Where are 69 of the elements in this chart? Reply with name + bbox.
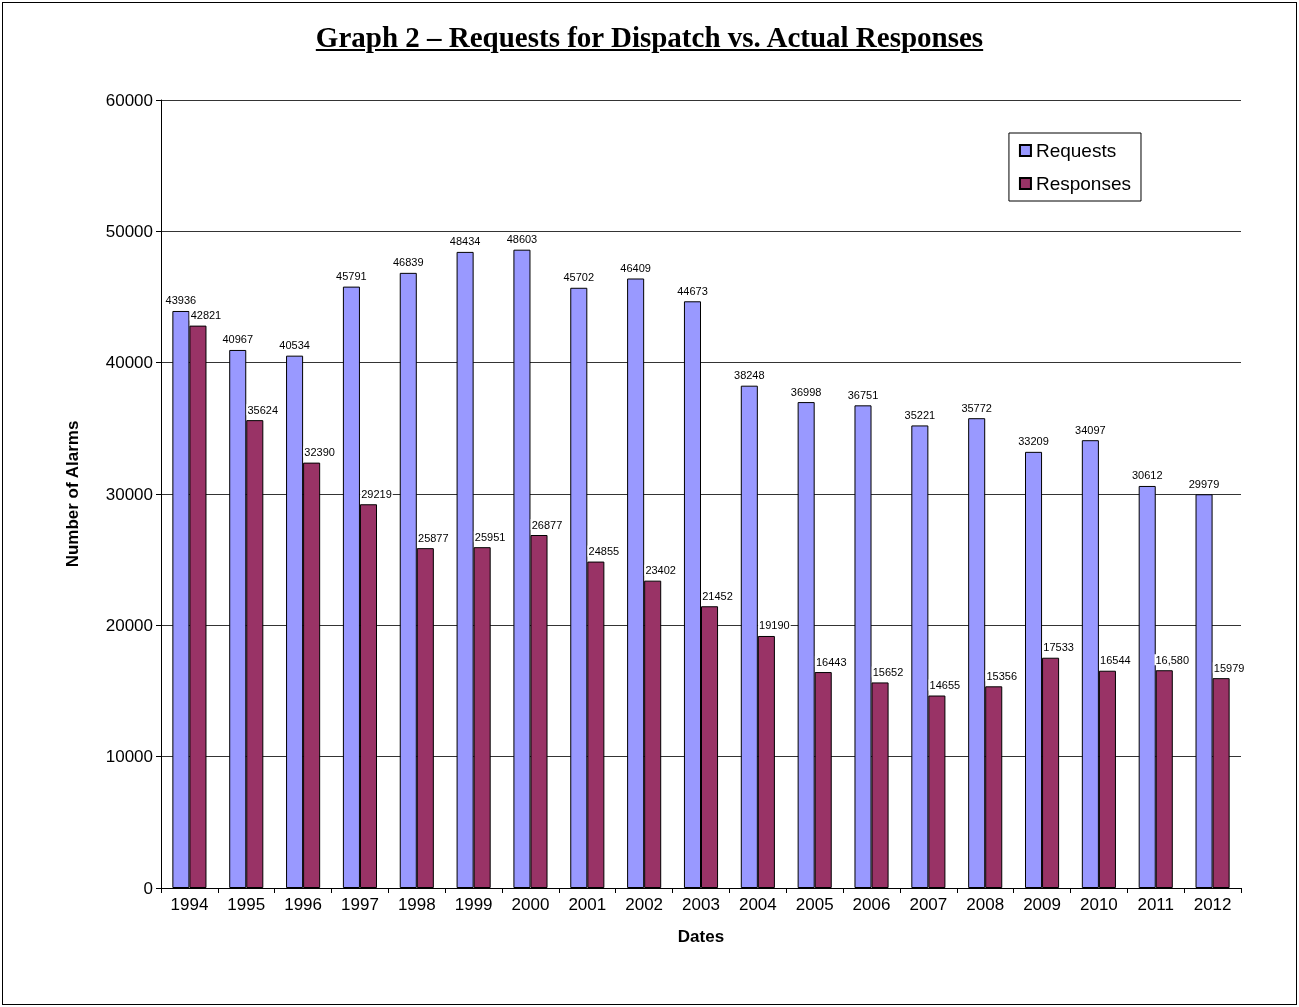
data-label: 35624 (247, 403, 279, 416)
data-label: 21452 (702, 589, 733, 602)
y-tick-label: 60000 (105, 90, 153, 110)
data-label: 40534 (279, 339, 310, 352)
x-tick-label: 2007 (909, 895, 948, 914)
x-tick-label: 2011 (1137, 895, 1175, 914)
data-label: 19190 (759, 619, 790, 632)
y-axis-title: Number of Alarms (63, 420, 82, 568)
x-tick-label: 2004 (738, 895, 777, 914)
chart-title: Graph 2 – Requests for Dispatch vs. Actual Responses (314, 21, 985, 54)
data-label: 15979 (1213, 661, 1245, 674)
x-tick-label: 2006 (852, 895, 891, 914)
data-label: 30612 (1131, 469, 1163, 482)
data-label: 33209 (1018, 435, 1049, 448)
x-axis-title: Dates (677, 927, 725, 946)
data-label: 15652 (872, 665, 904, 678)
data-label: 46839 (392, 256, 424, 269)
data-label: 48603 (506, 233, 538, 246)
data-label: 44673 (677, 284, 708, 297)
data-label: 43936 (165, 294, 197, 307)
y-tick-label: 20000 (105, 615, 153, 635)
data-label: 16443 (815, 655, 847, 668)
data-label: 16,580 (1155, 653, 1190, 666)
data-label: 25877 (418, 531, 449, 544)
x-tick-label: 1998 (397, 895, 436, 914)
x-tick-label: 1994 (170, 895, 209, 914)
x-tick-label: 2009 (1023, 895, 1061, 914)
y-tick-label: 10000 (105, 747, 153, 767)
data-label: 29979 (1188, 477, 1220, 490)
data-label: 16544 (1100, 654, 1131, 667)
data-label: 35772 (961, 401, 992, 414)
legend-label: Requests (1035, 140, 1117, 161)
x-tick-label: 2000 (511, 895, 550, 914)
data-label: 25951 (474, 530, 506, 543)
data-label: 48434 (449, 235, 481, 248)
y-tick-label: 0 (143, 878, 153, 898)
data-label: 15356 (986, 669, 1018, 682)
data-label: 38248 (734, 369, 765, 382)
data-label: 24855 (588, 545, 620, 558)
data-label: 36751 (847, 388, 879, 401)
data-label: 45702 (563, 271, 595, 284)
x-tick-label: 1996 (284, 895, 323, 914)
data-label: 34097 (1075, 423, 1106, 436)
data-label: 14655 (929, 679, 961, 692)
data-label: 42821 (190, 309, 222, 322)
legend-label: Responses (1035, 173, 1132, 194)
data-label: 32390 (304, 446, 335, 459)
x-tick-label: 2010 (1079, 895, 1118, 914)
x-tick-label: 2008 (966, 895, 1005, 914)
data-label: 36998 (790, 385, 822, 398)
data-label: 45791 (336, 270, 367, 283)
x-tick-label: 1997 (341, 895, 379, 914)
y-tick-label: 30000 (105, 484, 153, 504)
x-tick-label: 1995 (227, 895, 266, 914)
data-label: 23402 (645, 564, 676, 577)
data-label: 26877 (531, 518, 563, 531)
x-tick-label: 2005 (795, 895, 834, 914)
x-tick-label: 2002 (625, 895, 664, 914)
x-tick-label: 2012 (1193, 895, 1232, 914)
y-tick-label: 50000 (105, 221, 153, 241)
data-label: 29219 (361, 487, 392, 500)
data-label: 46409 (620, 262, 651, 274)
x-tick-label: 2001 (568, 895, 607, 914)
y-tick-label: 40000 (105, 353, 153, 373)
data-label: 40967 (222, 333, 254, 346)
data-label: 17533 (1043, 641, 1074, 654)
x-tick-label: 2003 (682, 895, 720, 914)
data-label: 35221 (904, 408, 936, 421)
x-tick-label: 1999 (454, 895, 493, 914)
